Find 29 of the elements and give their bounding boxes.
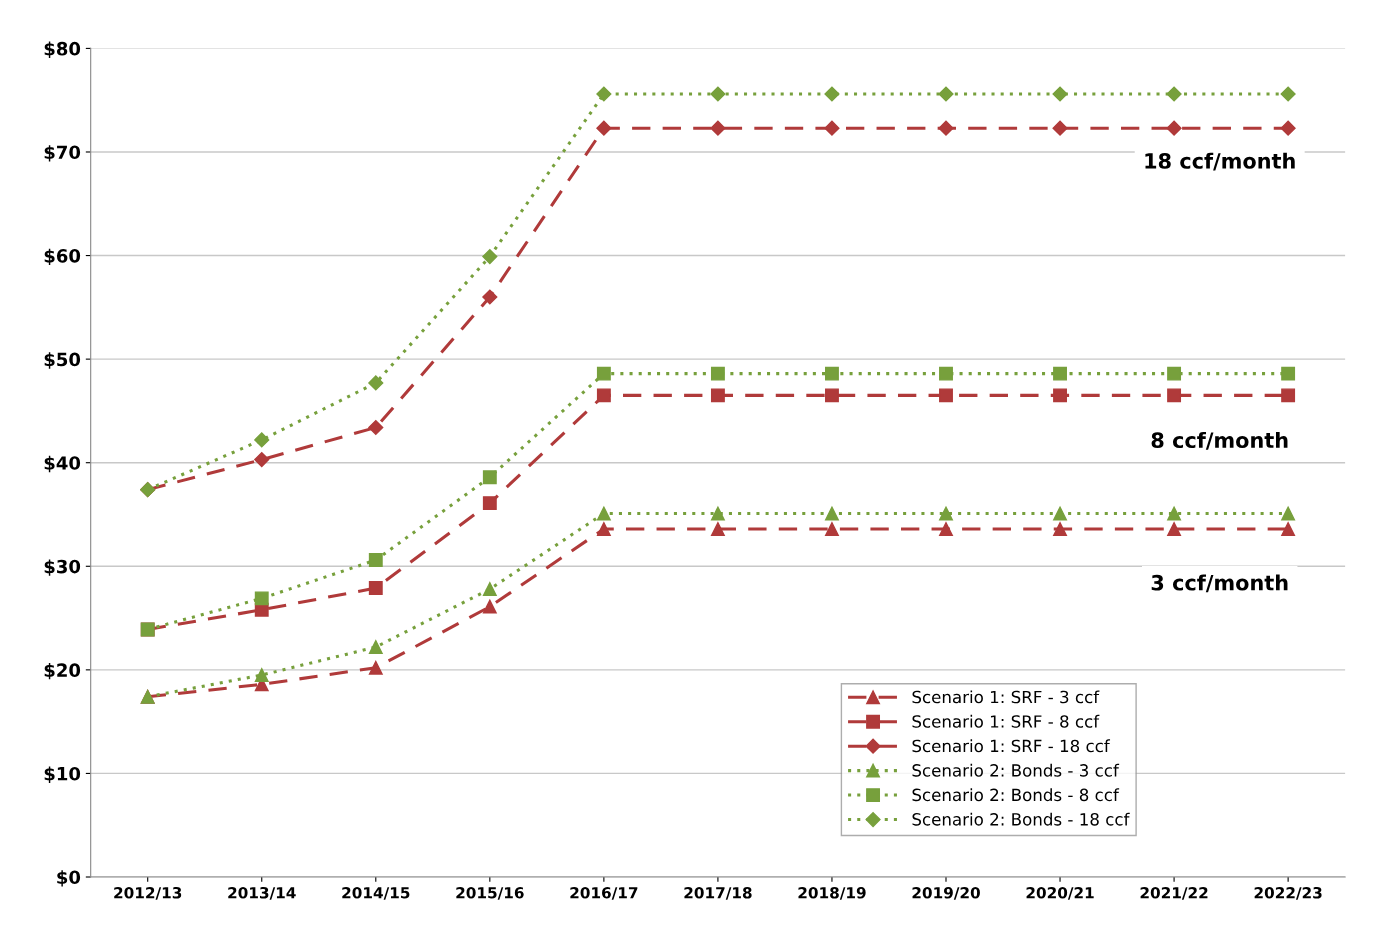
annotation: 3 ccf/month [1151, 574, 1288, 593]
y-tick-label: $50 [44, 352, 81, 369]
x-tick-label: 2020/21 [1026, 886, 1094, 900]
legend-label: Scenario 1: SRF - 18 ccf [912, 739, 1111, 753]
y-tick-label: $20 [44, 662, 81, 680]
x-tick-label: 2015/16 [456, 886, 524, 900]
y-tick-label: $0 [57, 870, 81, 887]
x-tick-label: 2019/20 [912, 886, 980, 900]
y-tick-label: $30 [44, 559, 81, 576]
x-tick-label: 2016/17 [570, 886, 638, 900]
x-tick-label: 2013/14 [228, 886, 296, 900]
annotation: 8 ccf/month [1151, 431, 1288, 450]
x-tick-label: 2022/23 [1254, 886, 1322, 900]
legend-label: Scenario 2: Bonds - 3 ccf [912, 763, 1120, 777]
y-tick-label: $80 [44, 41, 81, 58]
legend-label: Scenario 2: Bonds - 8 ccf [912, 788, 1120, 802]
y-tick-label: $40 [44, 455, 81, 473]
y-tick-label: $60 [44, 248, 81, 266]
legend-label: Scenario 1: SRF - 3 ccf [912, 690, 1100, 704]
annotation: 18 ccf/month [1145, 152, 1295, 171]
legend-label: Scenario 1: SRF - 8 ccf [912, 714, 1100, 728]
y-tick-label: $10 [44, 766, 81, 783]
x-tick-label: 2012/13 [114, 886, 182, 900]
x-tick-label: 2018/19 [798, 886, 866, 900]
y-tick-label: $70 [44, 145, 81, 162]
x-tick-label: 2014/15 [342, 886, 410, 900]
x-tick-label: 2017/18 [684, 886, 752, 900]
legend-label: Scenario 2: Bonds - 18 ccf [912, 812, 1130, 826]
x-tick-label: 2021/22 [1140, 886, 1208, 900]
